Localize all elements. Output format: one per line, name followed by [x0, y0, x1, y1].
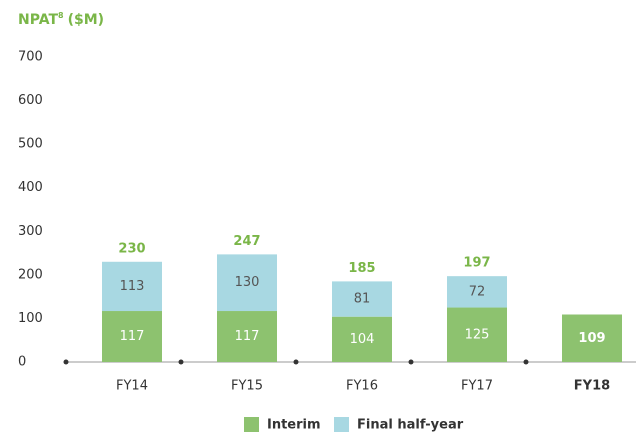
legend-swatch	[244, 417, 259, 432]
total-label: 197	[463, 256, 490, 271]
x-tick-label: FY14	[116, 379, 148, 394]
segment-label: 117	[235, 329, 260, 344]
bar-segment	[332, 316, 392, 362]
total-label: 247	[233, 234, 260, 249]
bar-segment	[102, 261, 162, 312]
axis-dot	[178, 359, 184, 365]
bar-segment	[447, 276, 507, 308]
bar-segment	[562, 314, 622, 362]
segment-label: 72	[469, 284, 486, 299]
y-tick-label: 700	[18, 50, 43, 65]
axis-dot	[293, 359, 299, 365]
y-tick-label: 200	[18, 267, 43, 282]
title-superscript: 8	[58, 11, 64, 20]
y-tick-label: 400	[18, 180, 43, 195]
segment-label: 104	[350, 332, 375, 347]
axis-dot	[523, 359, 529, 365]
title-text: NPAT	[18, 12, 58, 28]
x-tick-label: FY16	[346, 379, 378, 394]
legend-label: Final half-year	[357, 418, 464, 433]
segment-label: 130	[235, 275, 260, 290]
x-tick-label: FY17	[461, 379, 493, 394]
segment-label: 117	[120, 329, 145, 344]
segment-label: 109	[578, 331, 605, 346]
y-tick-label: 300	[18, 224, 43, 239]
legend-swatch	[334, 417, 349, 432]
bar-segment	[217, 311, 277, 362]
bar-segment	[332, 281, 392, 317]
axis-dot	[408, 359, 414, 365]
y-tick-label: 0	[18, 355, 26, 370]
x-tick-label: FY18	[574, 379, 610, 394]
y-tick-label: 100	[18, 311, 43, 326]
bar-segment	[217, 254, 277, 312]
chart-title: NPAT8 ($M)	[18, 11, 104, 29]
bar-segment	[447, 307, 507, 362]
axis-dot	[63, 359, 69, 365]
segment-label: 81	[354, 292, 371, 307]
x-tick-label: FY15	[231, 379, 263, 394]
segment-label: 113	[120, 279, 145, 294]
title-unit: ($M)	[68, 12, 104, 28]
bar-segment	[102, 311, 162, 362]
total-label: 230	[118, 241, 145, 256]
segment-label: 125	[465, 327, 490, 342]
legend-label: Interim	[267, 418, 321, 433]
y-tick-label: 600	[18, 93, 43, 108]
y-tick-label: 500	[18, 137, 43, 152]
total-label: 185	[348, 261, 375, 276]
